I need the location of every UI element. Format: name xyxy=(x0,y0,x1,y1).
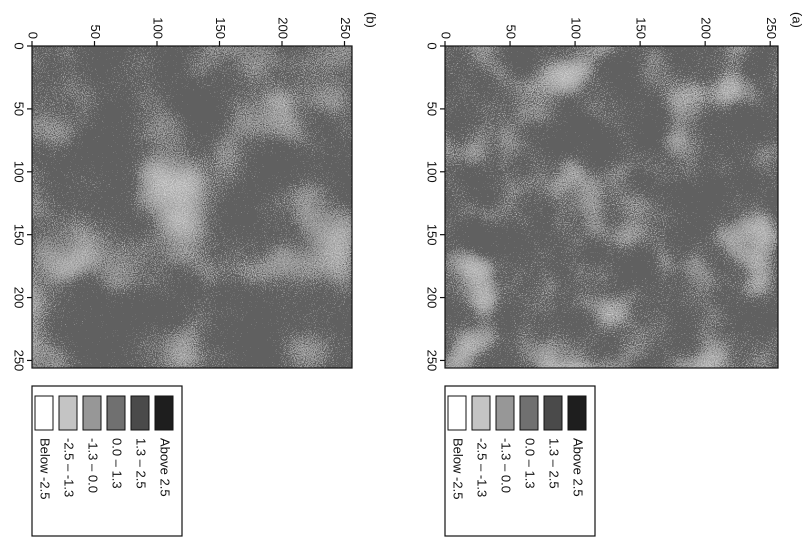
legend-swatch xyxy=(107,396,125,430)
y-tick-label: 0 xyxy=(12,42,27,49)
legend-label: Above 2.5 xyxy=(158,438,173,497)
y-tick-label: 0 xyxy=(425,42,440,49)
page: (a) 0 50 100 150 200 250 0 50 100 150 200 250 Above 2… xyxy=(0,0,809,544)
x-tick-label: 250 xyxy=(338,17,353,39)
legend-label: Above 2.5 xyxy=(571,438,586,497)
y-tick-label: 50 xyxy=(12,102,27,116)
y-tick-label: 100 xyxy=(425,161,440,183)
legend-label: -1.3 – 0.0 xyxy=(499,438,514,493)
legend-swatch xyxy=(568,396,586,430)
legend-swatch xyxy=(155,396,173,430)
y-tick-label: 50 xyxy=(425,102,440,116)
x-tick-label: 200 xyxy=(276,17,291,39)
panel-label: (a) xyxy=(790,12,805,28)
legend-swatch xyxy=(83,396,101,430)
x-tick-label: 0 xyxy=(26,32,41,39)
x-tick-label: 150 xyxy=(213,17,228,39)
x-tick-label: 250 xyxy=(764,17,779,39)
legend-swatch xyxy=(544,396,562,430)
field-image xyxy=(445,46,778,368)
legend-label: Below -2.5 xyxy=(38,438,53,499)
y-tick-label: 250 xyxy=(425,350,440,372)
legend-swatch xyxy=(496,396,514,430)
legend-swatch xyxy=(520,396,538,430)
legend-swatch xyxy=(131,396,149,430)
legend-label: 0.0 – 1.3 xyxy=(523,438,538,489)
x-tick-label: 0 xyxy=(439,32,454,39)
x-tick-label: 100 xyxy=(569,17,584,39)
legend-swatch xyxy=(35,396,53,430)
y-tick-label: 200 xyxy=(12,287,27,309)
legend-label: -2.5 – -1.3 xyxy=(475,438,490,497)
x-tick-label: 50 xyxy=(504,25,519,39)
y-tick-label: 150 xyxy=(12,224,27,246)
y-tick-label: 100 xyxy=(12,161,27,183)
legend-label: 1.3 – 2.5 xyxy=(547,438,562,489)
legend-label: -1.3 – 0.0 xyxy=(86,438,101,493)
legend-swatch xyxy=(448,396,466,430)
legend-label: 0.0 – 1.3 xyxy=(110,438,125,489)
x-tick-label: 200 xyxy=(699,17,714,39)
legend-label: -2.5 – -1.3 xyxy=(62,438,77,497)
y-tick-label: 150 xyxy=(425,224,440,246)
y-tick-label: 200 xyxy=(425,287,440,309)
legend-label: Below -2.5 xyxy=(451,438,466,499)
x-tick-label: 100 xyxy=(151,17,166,39)
legend-swatch xyxy=(59,396,77,430)
legend-label: 1.3 – 2.5 xyxy=(134,438,149,489)
x-tick-label: 150 xyxy=(634,17,649,39)
panel-label: (b) xyxy=(364,12,379,28)
x-tick-label: 50 xyxy=(88,25,103,39)
legend-swatch xyxy=(472,396,490,430)
field-image xyxy=(32,46,352,368)
y-tick-label: 250 xyxy=(12,350,27,372)
figure: (a) 0 50 100 150 200 250 0 50 100 150 200 250 Above 2… xyxy=(0,0,809,544)
